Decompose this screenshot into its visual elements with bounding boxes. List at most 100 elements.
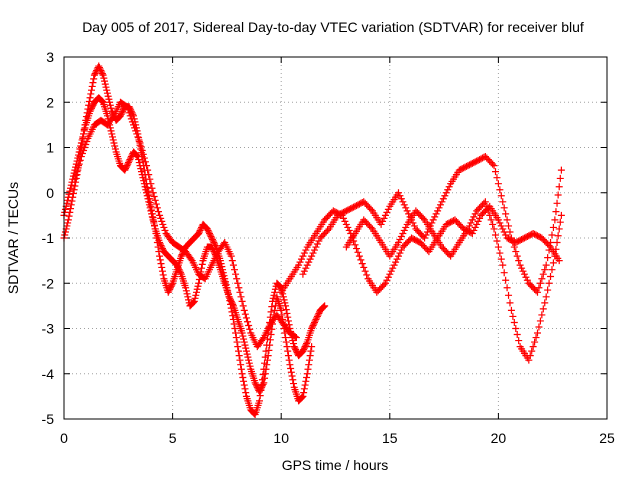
- data-point: [552, 208, 560, 216]
- data-point: [305, 258, 313, 266]
- data-point: [419, 214, 427, 222]
- data-point: [290, 380, 298, 388]
- data-point: [529, 343, 537, 351]
- data-point: [297, 394, 305, 402]
- data-point: [252, 380, 260, 388]
- data-point: [80, 130, 88, 138]
- data-point: [476, 214, 484, 222]
- data-point: [361, 267, 369, 275]
- data-point: [116, 112, 124, 120]
- data-point: [383, 276, 391, 284]
- y-tick-label: 3: [46, 49, 54, 65]
- data-point: [288, 372, 296, 380]
- data-point: [207, 232, 215, 240]
- data-point: [465, 222, 473, 230]
- data-point: [473, 220, 481, 228]
- y-axis-label: SDTVAR / TECUs: [5, 182, 21, 294]
- data-point: [538, 275, 546, 283]
- data-point: [354, 248, 362, 256]
- data-point: [80, 147, 88, 155]
- data-point: [525, 356, 533, 364]
- data-point: [152, 200, 160, 208]
- data-point: [533, 329, 541, 337]
- data-point: [161, 226, 169, 234]
- data-point: [399, 229, 407, 237]
- data-point: [109, 133, 117, 141]
- data-point: [132, 151, 140, 159]
- data-point: [154, 208, 162, 216]
- data-point: [302, 377, 310, 385]
- data-point: [90, 75, 98, 83]
- data-point: [291, 333, 299, 341]
- data-point: [506, 228, 514, 236]
- data-point: [315, 309, 323, 317]
- data-point: [61, 208, 69, 216]
- data-point: [176, 267, 184, 275]
- data-point: [158, 243, 166, 251]
- data-point: [505, 291, 513, 299]
- data-point: [166, 285, 174, 293]
- data-point: [107, 104, 115, 112]
- data-point: [148, 184, 156, 192]
- data-point: [302, 341, 310, 349]
- data-point: [145, 201, 153, 209]
- data-point: [82, 140, 90, 148]
- data-point: [292, 347, 300, 355]
- data-point: [261, 374, 269, 382]
- data-point: [551, 216, 559, 224]
- data-point: [197, 225, 205, 233]
- data-point: [232, 329, 240, 337]
- data-point: [296, 258, 304, 266]
- data-point: [233, 338, 241, 346]
- data-point: [124, 106, 132, 114]
- data-point: [496, 186, 504, 194]
- data-point: [410, 222, 418, 230]
- data-point: [381, 279, 389, 287]
- data-point: [86, 107, 94, 115]
- data-point: [505, 222, 513, 230]
- data-point: [311, 318, 319, 326]
- data-point: [125, 157, 133, 165]
- data-point: [499, 225, 507, 233]
- x-tick-labels: 0 5 10 15 20 25: [60, 430, 615, 446]
- data-point: [101, 80, 109, 88]
- data-point: [539, 305, 547, 313]
- data-point: [383, 208, 391, 216]
- data-point: [126, 156, 134, 164]
- data-point: [397, 195, 405, 203]
- data-point: [509, 239, 517, 247]
- data-point: [123, 162, 131, 170]
- data-point: [299, 392, 307, 400]
- data-point: [245, 356, 253, 364]
- chart-title: Day 005 of 2017, Sidereal Day-to-day VTE…: [82, 19, 584, 35]
- data-point: [77, 142, 85, 150]
- data-point: [555, 225, 563, 233]
- data-point: [297, 255, 305, 263]
- data-point: [320, 303, 328, 311]
- data-point: [133, 152, 141, 160]
- data-point: [311, 246, 319, 254]
- data-point: [312, 243, 320, 251]
- data-point: [500, 204, 508, 212]
- data-point: [384, 273, 392, 281]
- data-point: [81, 124, 89, 132]
- data-point: [72, 171, 80, 179]
- data-point: [351, 241, 359, 249]
- data-point: [231, 266, 239, 274]
- data-point: [193, 285, 201, 293]
- data-point: [185, 296, 193, 304]
- data-point: [387, 267, 395, 275]
- data-point: [397, 246, 405, 254]
- data-point: [240, 306, 248, 314]
- x-tick-label: 0: [60, 430, 68, 446]
- data-point: [209, 237, 217, 245]
- data-point: [198, 264, 206, 272]
- data-point: [83, 137, 91, 145]
- data-point: [187, 255, 195, 263]
- data-point: [206, 231, 214, 239]
- data-point: [396, 236, 404, 244]
- data-point: [321, 302, 329, 310]
- data-point: [507, 306, 515, 314]
- data-point: [232, 270, 240, 278]
- data-point: [494, 243, 502, 251]
